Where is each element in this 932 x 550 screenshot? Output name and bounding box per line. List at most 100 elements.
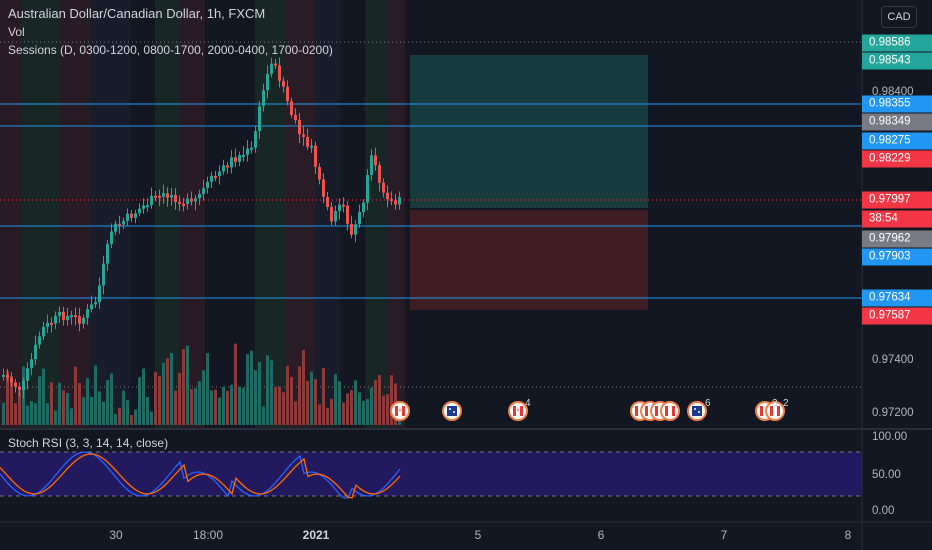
candle-body (262, 90, 265, 107)
candle-body (186, 198, 189, 204)
event-count: 3 (772, 398, 778, 409)
volume-bar (306, 381, 309, 425)
candle-body (134, 213, 137, 218)
volume-bar (34, 403, 37, 425)
volume-bar (322, 367, 325, 425)
volume-bar (334, 374, 337, 425)
volume-bar (338, 381, 341, 425)
position-loss-zone[interactable] (410, 210, 648, 310)
candle-body (166, 193, 169, 198)
volume-legend[interactable]: Vol (8, 25, 25, 39)
candle-body (170, 194, 173, 198)
volume-bar (146, 397, 149, 425)
candle-body (314, 145, 317, 167)
event-canada-icon[interactable] (765, 401, 785, 421)
session-bands (0, 0, 405, 428)
volume-bar (314, 379, 317, 425)
candle-body (398, 197, 401, 205)
volume-bar (142, 368, 145, 425)
symbol-title[interactable]: Australian Dollar/Canadian Dollar, 1h, F… (8, 6, 266, 21)
volume-bar (378, 375, 381, 425)
volume-bar (110, 373, 113, 425)
candle-body (154, 195, 157, 198)
price-label-profit: 0.98543 (862, 52, 932, 70)
volume-bar (370, 387, 373, 425)
volume-bar (62, 390, 65, 425)
volume-bar (290, 376, 293, 425)
event-canada-icon[interactable] (660, 401, 680, 421)
candle-body (254, 131, 257, 148)
time-label: 2021 (302, 528, 330, 542)
price-label-current: 0.97997 (862, 191, 932, 209)
volume-bar (114, 413, 117, 425)
price-label-top: 0.98586 (862, 34, 932, 52)
volume-bar (94, 365, 97, 425)
volume-bar (234, 343, 237, 425)
volume-bar (38, 376, 41, 425)
volume-bar (86, 378, 89, 425)
candle-body (26, 368, 29, 381)
stoch-k-line (0, 451, 401, 499)
volume-bar (266, 355, 269, 425)
candle-body (50, 322, 53, 325)
volume-bar (174, 390, 177, 425)
volume-bar (310, 371, 313, 425)
sessions-legend[interactable]: Sessions (D, 0300-1200, 0800-1700, 2000-… (8, 43, 333, 57)
candle-body (90, 304, 93, 310)
volume-bar (390, 375, 393, 425)
candle-body (222, 165, 225, 172)
candle-body (142, 205, 145, 209)
candle-body (2, 374, 5, 377)
stoch-tick: 0.00 (872, 505, 895, 517)
volume-bar (186, 345, 189, 425)
volume-bar (254, 370, 257, 425)
candle-body (258, 106, 261, 132)
event-australia-icon[interactable] (687, 401, 707, 421)
candle-body (234, 157, 237, 162)
candle-body (46, 322, 49, 328)
volume-bar (78, 382, 81, 425)
stoch-rsi-legend[interactable]: Stoch RSI (3, 3, 14, 14, close) (8, 436, 169, 450)
candle-body (282, 80, 285, 87)
volume-bar (50, 382, 53, 425)
candle-body (14, 382, 17, 387)
candle-body (358, 212, 361, 225)
volume-bar (102, 401, 105, 425)
candle-body (158, 195, 161, 198)
candle-body (38, 336, 41, 345)
price-label-grey: 0.97962 (862, 230, 932, 248)
volume-bar (122, 390, 125, 425)
price-label-red: 0.98229 (862, 150, 932, 168)
stoch-tick: 50.00 (872, 469, 901, 481)
volume-bar (226, 390, 229, 425)
candle-body (238, 155, 241, 162)
price-label-grey: 0.98349 (862, 113, 932, 131)
event-australia-icon[interactable] (442, 401, 462, 421)
candle-body (354, 224, 357, 235)
candle-body (270, 63, 273, 74)
time-label: 6 (597, 528, 605, 542)
price-label-hline: 0.98275 (862, 132, 932, 150)
volume-bar (354, 380, 357, 425)
volume-bar (238, 386, 241, 425)
volume-bar (74, 366, 77, 425)
volume-bar (106, 380, 109, 425)
currency-button[interactable]: CAD (881, 6, 917, 28)
volume-bar (118, 407, 121, 425)
candle-body (202, 188, 205, 194)
event-canada-icon[interactable] (390, 401, 410, 421)
candle-body (210, 175, 213, 182)
volume-bar (346, 393, 349, 425)
stoch-tick: 100.00 (872, 431, 908, 443)
volume-bar (158, 375, 161, 425)
position-profit-zone[interactable] (410, 55, 648, 208)
volume-bar (126, 400, 129, 425)
event-canada-icon[interactable] (508, 401, 528, 421)
candle-body (226, 165, 229, 168)
volume-bars (2, 343, 401, 425)
time-label: 7 (720, 528, 728, 542)
volume-bar (182, 349, 185, 425)
event-count: 6 (705, 398, 711, 409)
volume-bar (262, 406, 265, 425)
